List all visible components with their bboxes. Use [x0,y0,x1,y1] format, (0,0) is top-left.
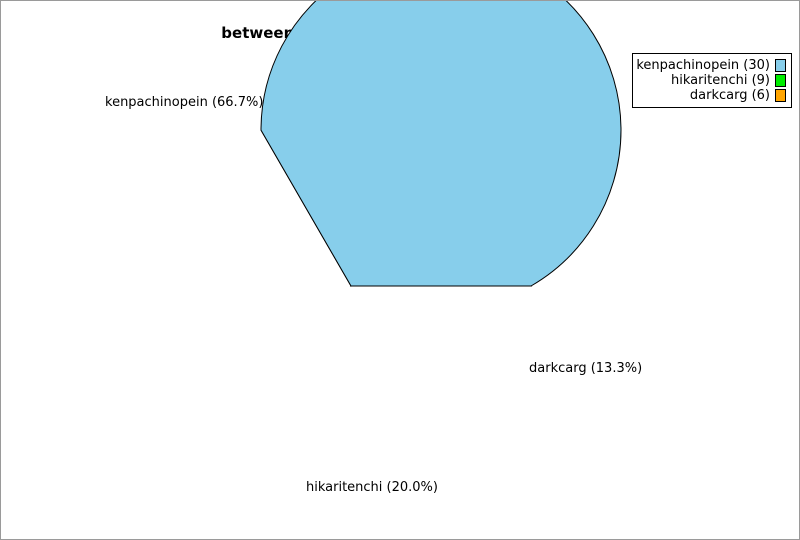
slice-label-kenpachinopein: kenpachinopein (66.7%) [105,95,264,110]
legend-item-darkcarg[interactable]: darkcarg (6) [638,88,786,103]
legend-item-hikaritenchi[interactable]: hikaritenchi (9) [638,73,786,88]
legend-item-kenpachinopein[interactable]: kenpachinopein (30) [636,58,786,73]
pie-slice-kenpachinopein[interactable] [260,1,622,287]
slice-label-hikaritenchi: hikaritenchi (20.0%) [306,480,438,495]
legend-color-swatch-icon [775,59,786,72]
legend-color-swatch-icon [775,74,786,87]
pie-slices [260,1,622,287]
legend-color-swatch-icon [775,89,786,102]
legend-item-label: darkcarg (6) [689,88,770,103]
legend-item-label: kenpachinopein (30) [636,58,770,73]
chart-legend: kenpachinopein (30) hikaritenchi (9) dar… [632,53,792,108]
legend-item-label: hikaritenchi (9) [671,73,770,88]
slice-label-darkcarg: darkcarg (13.3%) [529,361,643,376]
